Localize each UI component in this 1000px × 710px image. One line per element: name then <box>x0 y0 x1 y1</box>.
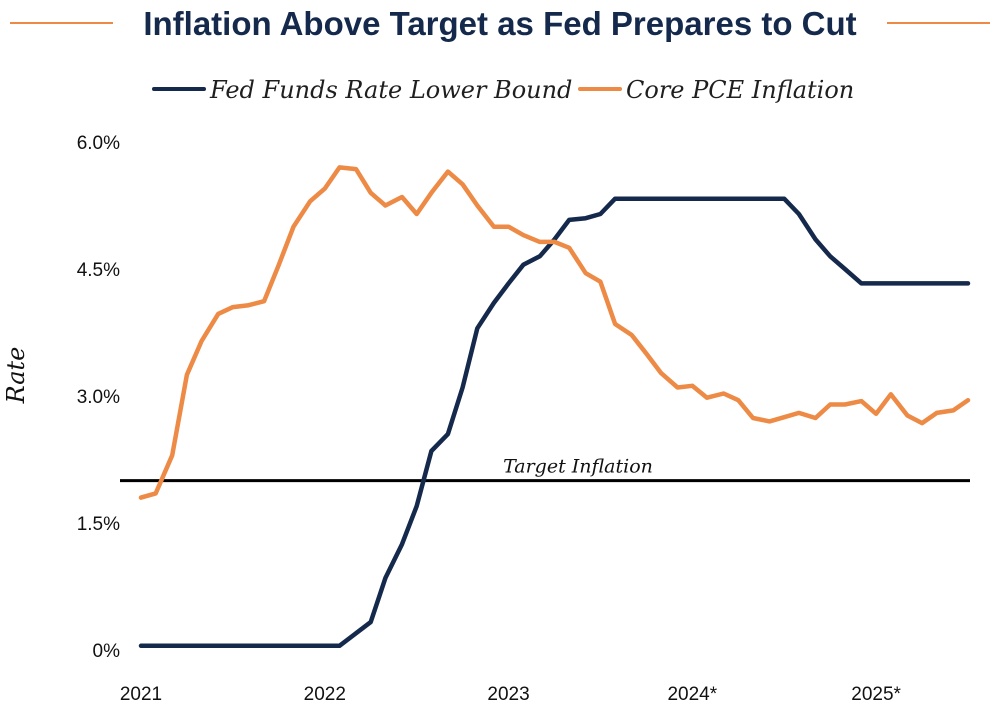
series-lines <box>138 165 971 649</box>
y-tick-label: 0% <box>93 641 121 662</box>
target-inflation-label: Target Inflation <box>503 456 653 478</box>
x-tick-label: 2021 <box>120 684 162 705</box>
x-tick-label: 2024* <box>667 684 717 705</box>
x-tick-labels: 2021 2022 2023 2024* 2025* <box>120 684 902 705</box>
fed-funds-rate-line <box>138 196 971 649</box>
legend-label-core-pce: Core PCE Inflation <box>626 76 854 104</box>
y-tick-label: 1.5% <box>77 514 120 535</box>
y-tick-labels: 0% 1.5% 3.0% 4.5% 6.0% <box>77 133 120 662</box>
y-axis-label: Rate <box>2 347 30 405</box>
legend: Fed Funds Rate Lower Bound Core PCE Infl… <box>152 76 854 104</box>
chart-title: Inflation Above Target as Fed Prepares t… <box>143 5 856 42</box>
legend-label-fed-funds: Fed Funds Rate Lower Bound <box>209 76 572 104</box>
y-tick-label: 3.0% <box>77 387 120 408</box>
y-tick-label: 6.0% <box>77 133 120 154</box>
core-pce-inflation-line <box>138 165 971 500</box>
x-tick-label: 2022 <box>304 684 346 705</box>
x-tick-label: 2025* <box>851 684 901 705</box>
x-tick-label: 2023 <box>487 684 529 705</box>
reference-lines: Target Inflation <box>120 456 970 483</box>
y-tick-label: 4.5% <box>77 260 120 281</box>
